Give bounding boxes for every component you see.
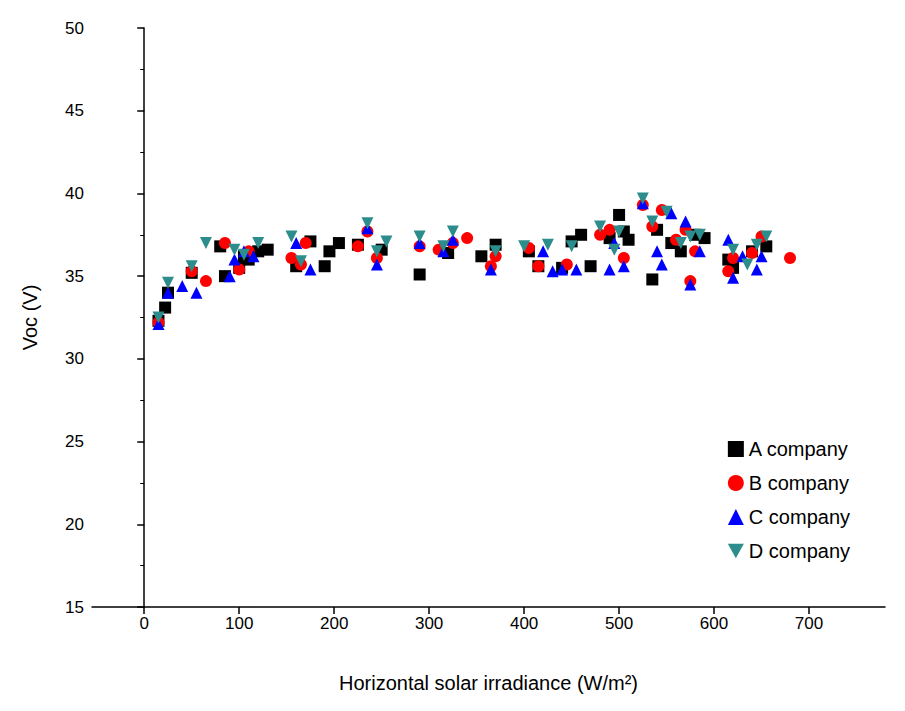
svg-text:45: 45 [65,101,84,120]
svg-text:35: 35 [65,267,84,286]
svg-text:C company: C company [749,506,850,528]
svg-text:Voc (V): Voc (V) [19,285,41,351]
svg-text:B company: B company [749,472,849,494]
svg-text:500: 500 [605,614,633,633]
svg-text:15: 15 [65,598,84,617]
svg-text:0: 0 [139,614,148,633]
svg-text:20: 20 [65,515,84,534]
svg-text:40: 40 [65,184,84,203]
svg-text:300: 300 [415,614,443,633]
svg-text:50: 50 [65,19,84,38]
svg-text:700: 700 [795,614,823,633]
svg-text:Horizontal solar irradiance (W: Horizontal solar irradiance (W/m²) [339,672,638,694]
svg-text:100: 100 [225,614,253,633]
svg-text:30: 30 [65,349,84,368]
svg-text:400: 400 [510,614,538,633]
svg-text:200: 200 [320,614,348,633]
svg-text:D company: D company [749,540,850,562]
svg-text:600: 600 [700,614,728,633]
svg-text:A company: A company [749,438,848,460]
svg-text:25: 25 [65,432,84,451]
